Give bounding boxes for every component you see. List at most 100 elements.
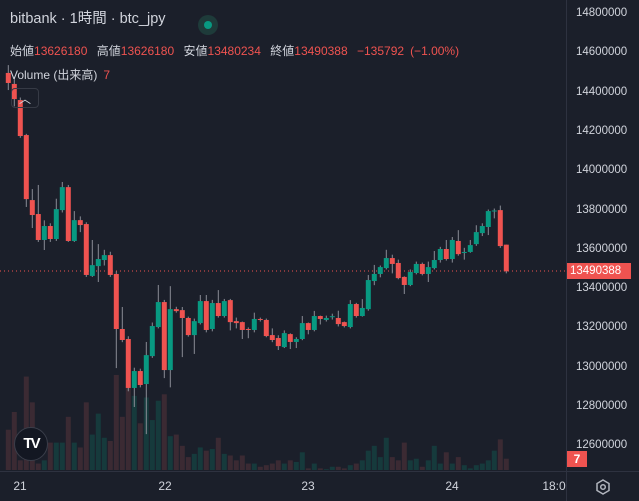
volume-bar xyxy=(377,457,383,470)
change-percent: (−1.00%) xyxy=(410,44,460,58)
candle-body xyxy=(71,220,77,241)
candle-body xyxy=(479,226,485,234)
candle-body xyxy=(29,200,35,216)
volume-legend[interactable]: Volume (出来高) 7 xyxy=(10,66,110,83)
chevron-up-icon: ︿ xyxy=(18,92,31,106)
candle-body xyxy=(95,259,101,267)
candle-body xyxy=(107,255,113,275)
volume-bar xyxy=(437,463,443,470)
time-label: 24 xyxy=(445,479,459,493)
volume-bar xyxy=(365,450,371,470)
candle-body xyxy=(299,323,305,340)
volume-bar xyxy=(425,460,431,470)
high-value: 13626180 xyxy=(120,44,175,58)
volume-bar xyxy=(41,460,47,470)
price-tick-label: 14200000 xyxy=(576,124,628,137)
candle-body xyxy=(389,258,395,264)
candle-body xyxy=(23,135,29,200)
candlestick-chart[interactable] xyxy=(0,0,566,471)
time-axis-divider xyxy=(0,471,639,472)
volume-bar xyxy=(479,463,485,470)
candle-body xyxy=(287,334,293,342)
volume-bar xyxy=(467,468,473,470)
volume-bar xyxy=(113,374,119,470)
candle-body xyxy=(473,232,479,245)
candle-body xyxy=(209,303,215,329)
volume-bar xyxy=(233,460,239,470)
volume-bar xyxy=(419,466,425,470)
volume-bar xyxy=(389,457,395,470)
candle-body xyxy=(227,300,233,323)
price-tick-label: 13600000 xyxy=(576,242,628,255)
candle-body xyxy=(347,304,353,328)
candle-body xyxy=(269,335,275,340)
volume-bars xyxy=(5,374,509,470)
volume-bar xyxy=(203,450,209,470)
volume-bar xyxy=(263,465,269,470)
volume-bar xyxy=(347,465,353,470)
candle-body xyxy=(233,321,239,324)
candle-body xyxy=(401,276,407,285)
volume-bar xyxy=(131,395,137,470)
time-label: 22 xyxy=(158,479,172,493)
candle-body xyxy=(53,209,59,239)
volume-bar xyxy=(197,447,203,470)
volume-bar xyxy=(461,465,467,470)
chart-title[interactable]: bitbank · 1時間 · btc_jpy xyxy=(10,11,166,27)
volume-bar xyxy=(23,376,29,470)
volume-bar xyxy=(107,441,113,470)
candle-body xyxy=(293,339,299,342)
candle-body xyxy=(173,309,179,312)
last-volume-label: 7 xyxy=(567,451,587,467)
candle-body xyxy=(155,302,161,328)
candle-body xyxy=(149,326,155,357)
volume-bar xyxy=(239,455,245,470)
volume-bar xyxy=(341,468,347,470)
time-label: 18:0 xyxy=(542,479,566,493)
volume-bar xyxy=(251,463,257,470)
candle-body xyxy=(59,187,65,211)
close-value: 13490388 xyxy=(294,44,348,58)
candle-body xyxy=(383,258,389,269)
candle-body xyxy=(179,310,185,318)
candle-body xyxy=(335,317,341,325)
candle-body xyxy=(185,317,191,336)
candle-body xyxy=(65,187,71,241)
candle-body xyxy=(221,301,227,317)
candle-body xyxy=(5,72,11,83)
volume-bar xyxy=(167,436,173,470)
candle-body xyxy=(257,318,263,320)
candle-body xyxy=(461,251,467,253)
candle-body xyxy=(101,255,107,261)
volume-bar xyxy=(215,437,221,470)
candle-body xyxy=(191,321,197,336)
candle-body xyxy=(329,316,335,318)
volume-bar xyxy=(503,458,509,470)
volume-bar xyxy=(413,458,419,470)
volume-bar xyxy=(431,445,437,470)
candle-body xyxy=(443,249,449,260)
volume-bar xyxy=(359,460,365,470)
candle-body xyxy=(47,226,53,239)
volume-bar xyxy=(485,460,491,470)
candle-body xyxy=(305,323,311,330)
volume-bar xyxy=(497,439,503,470)
candle-body xyxy=(317,316,323,319)
candle-body xyxy=(263,319,269,337)
last-price-label: 13490388 xyxy=(567,263,631,279)
collapse-legend-button[interactable]: ︿ xyxy=(11,88,39,108)
volume-bar xyxy=(77,447,83,470)
volume-label: Volume (出来高) xyxy=(10,68,98,82)
tradingview-logo[interactable]: TV xyxy=(14,427,48,461)
volume-bar xyxy=(383,437,389,470)
candle-body xyxy=(431,260,437,269)
candle-body xyxy=(131,371,137,388)
price-axis-divider xyxy=(566,0,567,501)
volume-bar xyxy=(293,461,299,470)
volume-bar xyxy=(317,468,323,470)
low-value: 13480234 xyxy=(207,44,261,58)
candle-body xyxy=(35,214,41,240)
price-tick-label: 12800000 xyxy=(576,400,628,412)
settings-gear-icon[interactable] xyxy=(594,478,612,496)
candle-body xyxy=(359,307,365,317)
